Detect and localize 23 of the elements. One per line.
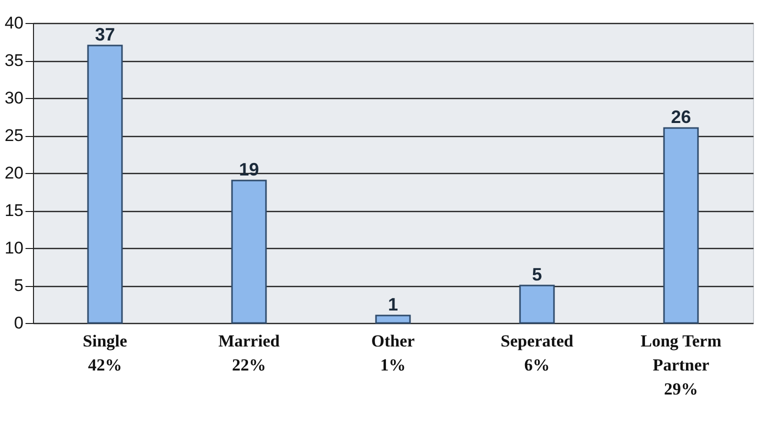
y-tick-label: 25	[4, 126, 24, 145]
data-label: 1	[388, 294, 398, 314]
x-tick-label: Other 1%	[371, 332, 416, 374]
y-tick-label: 15	[4, 201, 24, 220]
bar	[375, 314, 411, 324]
x-tick-label: Seperated 6%	[500, 332, 574, 374]
y-tick-label: 10	[4, 238, 24, 258]
y-tick-label: 35	[4, 51, 24, 70]
y-tick-label: 40	[4, 14, 24, 32]
y-tick-label: 5	[14, 276, 24, 295]
bar	[87, 44, 123, 324]
data-label: 37	[94, 24, 116, 44]
bar	[519, 284, 555, 324]
y-tick-label: 0	[14, 314, 24, 332]
data-label: 26	[670, 107, 692, 127]
x-tick-label: Single 42%	[82, 332, 128, 374]
x-tick-label: Long Term Partner 29%	[640, 332, 722, 398]
x-tick-label: Married 22%	[218, 332, 280, 374]
bar	[663, 127, 699, 324]
data-label: 5	[532, 264, 542, 284]
y-tick-label: 20	[4, 164, 24, 182]
y-tick-label: 30	[4, 88, 24, 108]
bar	[231, 180, 267, 324]
